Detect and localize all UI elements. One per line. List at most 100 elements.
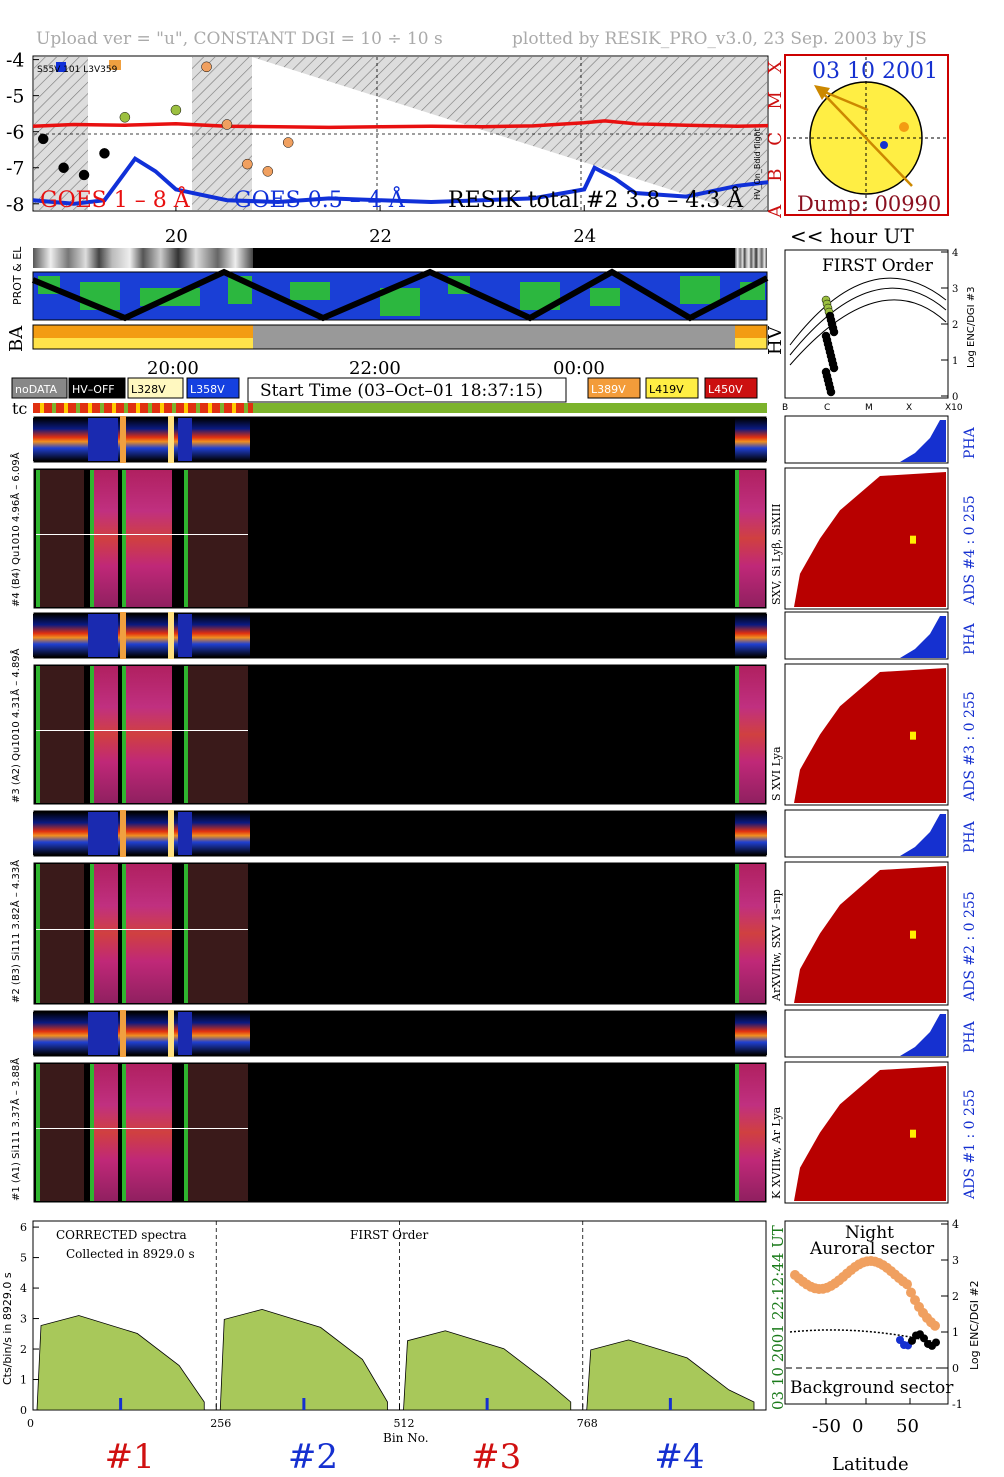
- pha-block-blue: [178, 418, 192, 461]
- ads-block: [122, 1064, 172, 1201]
- inset-small-label: S55V 101 L3V359: [37, 65, 118, 75]
- spectrum-channel-fill: [403, 1330, 572, 1411]
- legend-swatch: [11, 377, 68, 399]
- resik-point: [262, 166, 274, 177]
- ads-hist-marker: [910, 535, 916, 544]
- ads-block: [122, 470, 172, 607]
- ads-block-edge: [122, 864, 126, 1003]
- sun-spot-blue: [880, 141, 888, 149]
- ads-block-edge: [36, 470, 40, 607]
- legend-goes-short: GOES 0.5 – 4 Å: [234, 185, 406, 213]
- pha-hot-column: [120, 416, 126, 463]
- ba-band-orange-1: [33, 325, 253, 338]
- spectrum-ylabel: Cts/bin/s in 8929.0 s: [1, 1272, 14, 1385]
- fo-x-tick-label: X: [906, 403, 912, 413]
- channel-label: #3 (A2) Qu1010 4.31Å – 4.89Å: [9, 648, 22, 803]
- resik-point: [37, 133, 49, 145]
- fo-x-tick-label: M: [865, 403, 873, 413]
- legend-swatch: [645, 377, 699, 399]
- sun-dump: Dump: 00990: [797, 192, 941, 216]
- pha-block-blue: [88, 614, 118, 657]
- goes-x-axis: 20 22 24: [165, 205, 596, 247]
- ads-block-edge: [122, 1064, 126, 1201]
- tc-band-red: [33, 403, 253, 413]
- spectrum-channel-labels: #1 #2 #3 #4: [105, 1437, 705, 1477]
- legend-swatch: [186, 377, 240, 399]
- lat-point-dark: [932, 1338, 940, 1347]
- spectrum-y-tick-label: 1: [20, 1374, 27, 1387]
- status-legend: noDATA HV–OFF L328V L358V L389V L419V L450V: [11, 377, 758, 399]
- pha-block: [735, 812, 767, 855]
- ads-block-edge: [184, 470, 188, 607]
- spectrum-y-tick-label: 0: [20, 1404, 27, 1417]
- pha-block: [33, 1012, 88, 1055]
- lat-y-tick-label: 3: [952, 1254, 959, 1267]
- latitude-xlabel: Latitude: [832, 1454, 909, 1475]
- spectrum-channel-fill: [586, 1339, 755, 1411]
- ads-block: [184, 864, 248, 1003]
- hatch-region-3: [252, 57, 735, 210]
- spectrum-x-tick-label: 768: [577, 1417, 598, 1430]
- tc-stripe: [76, 403, 80, 413]
- fo-point: [829, 327, 839, 337]
- tc-stripe: [112, 403, 116, 413]
- channel-label: #2 (B3) Si111 3.82Å – 4.33Å: [9, 860, 22, 1003]
- ads-hist: [794, 866, 946, 1003]
- tc-stripe: [208, 403, 212, 413]
- ads-block-edge: [735, 1064, 739, 1201]
- first-order-curve-3: [789, 299, 947, 366]
- ads-block-edge: [90, 864, 94, 1003]
- spectrum-channel-label: #1: [105, 1437, 155, 1477]
- ads-label: ADS #3 : 0 255: [962, 691, 978, 802]
- tc-stripe: [124, 403, 128, 413]
- goes-y-axis: -4 -5 -6 -7 -8: [6, 50, 39, 216]
- tc-stripe: [244, 403, 248, 413]
- legend-swatch-label: HV–OFF: [72, 383, 115, 396]
- latitude-y-axis: -1 0 1 2 3 4: [941, 1218, 963, 1411]
- ads-hist-marker: [910, 930, 916, 939]
- lat-point-orange: [902, 1279, 912, 1290]
- ads-block: [735, 470, 765, 607]
- ads-block: [122, 864, 172, 1003]
- start-time-box: [247, 377, 567, 403]
- pha-hot-column: [168, 810, 174, 857]
- spectrum-y-tick-label: 5: [20, 1252, 27, 1265]
- fo-y-tick-label: 4: [952, 248, 958, 259]
- fo-x-tick-label: C: [824, 403, 830, 413]
- tc-stripe: [172, 403, 176, 413]
- lat-point-orange: [930, 1320, 940, 1331]
- first-order-curve-1: [789, 277, 947, 346]
- prot-green-patch: [680, 276, 720, 304]
- start-time: Start Time (03–Oct–01 18:37:15): [260, 381, 543, 401]
- latitude-x-axis: -50 0 50: [812, 1398, 919, 1437]
- ads-hist-marker: [910, 731, 916, 740]
- pha-block-blue: [178, 614, 192, 657]
- resik-points: [37, 61, 294, 181]
- ads-side-label: ArXVIIw, SXV 1s–np: [770, 889, 783, 1002]
- spectrum-channel-label: #4: [654, 1437, 704, 1477]
- ads-block: [735, 864, 765, 1003]
- ads-block: [122, 666, 172, 803]
- ads-side-label: SXV, Si Lyβ, SiXIII: [770, 503, 783, 605]
- ads-block-edge: [735, 470, 739, 607]
- goes-class-letter: B: [765, 169, 786, 182]
- ba-frame: [32, 324, 768, 350]
- latitude-ylabel: Log ENC/DGI #2: [968, 1280, 981, 1370]
- latitude-title1: Night: [845, 1223, 894, 1243]
- pha-block: [33, 812, 88, 855]
- pha-block: [33, 614, 88, 657]
- ads-hist-marker: [910, 1129, 916, 1138]
- spectrum-y-tick-label: 2: [20, 1343, 27, 1356]
- black-band: [253, 248, 735, 268]
- ads-hist: [794, 1066, 946, 1201]
- pha-hist: [787, 420, 946, 462]
- tc-band-end: [735, 403, 767, 413]
- first-order-points: [821, 295, 839, 397]
- ads-block-edge: [90, 470, 94, 607]
- prot-green-patch: [290, 282, 330, 300]
- first-order-panel: FIRST Order Log ENC/DGI #3 0 1 2 3 4 B C M X X10: [782, 248, 977, 413]
- goes-x-tick-label: 20: [165, 226, 188, 247]
- spectrum-y-tick-label: 6: [20, 1221, 27, 1234]
- legend-swatch: [127, 377, 184, 399]
